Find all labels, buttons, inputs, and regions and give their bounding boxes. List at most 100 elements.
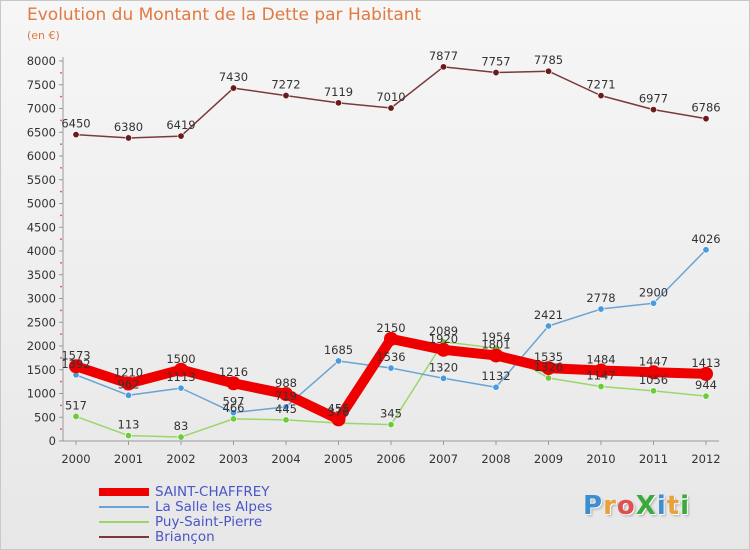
- data-point: [541, 361, 556, 376]
- data-point: [121, 376, 136, 391]
- data-label: 7272: [271, 78, 300, 92]
- y-tick-label: 3000: [27, 292, 56, 306]
- y-tick-label: 0: [49, 434, 56, 448]
- data-label: 1210: [114, 366, 143, 380]
- x-tick-label: 2009: [534, 452, 563, 466]
- data-label: 962: [118, 377, 140, 391]
- data-label: 7877: [429, 49, 458, 63]
- data-label: 455: [328, 401, 350, 415]
- data-label: 7010: [376, 90, 405, 104]
- data-point: [649, 106, 657, 114]
- data-point: [594, 363, 608, 378]
- y-tick-label: 6000: [27, 149, 56, 163]
- data-label: 719: [275, 389, 297, 403]
- data-point: [177, 433, 185, 441]
- x-tick-label: 2002: [166, 452, 195, 466]
- data-label: 6786: [691, 101, 720, 115]
- data-point: [125, 134, 133, 142]
- data-label: 2778: [586, 291, 615, 305]
- x-tick-label: 2011: [639, 452, 668, 466]
- data-point: [174, 362, 188, 377]
- data-point: [226, 376, 241, 391]
- data-label: 2150: [376, 321, 405, 335]
- data-point: [699, 366, 713, 381]
- unit-label: (en €): [27, 29, 60, 42]
- data-point: [331, 412, 346, 427]
- data-label: 1056: [639, 373, 668, 387]
- data-label: 6380: [114, 120, 143, 134]
- data-point: [230, 409, 238, 417]
- data-label: 4026: [691, 232, 720, 246]
- data-label: 445: [275, 402, 297, 416]
- data-point: [544, 374, 552, 382]
- data-point: [544, 322, 552, 330]
- data-label: 83: [174, 419, 189, 433]
- y-minor-tick: [60, 309, 62, 312]
- x-tick-label: 2004: [271, 452, 300, 466]
- y-minor-tick: [60, 214, 62, 217]
- logo-letter: t: [666, 491, 681, 521]
- data-point: [387, 421, 395, 429]
- data-label: 1326: [534, 360, 563, 374]
- data-label: 2900: [639, 285, 668, 299]
- data-point: [387, 364, 395, 372]
- data-label: 1132: [481, 369, 510, 383]
- data-point: [69, 359, 83, 374]
- data-point: [492, 383, 500, 391]
- data-point: [649, 299, 657, 307]
- data-label: 517: [65, 398, 87, 412]
- series-3: [72, 63, 710, 142]
- data-label: 6419: [166, 118, 195, 132]
- data-label: 1535: [534, 350, 563, 364]
- data-label: 1801: [481, 337, 510, 351]
- logo-letter: o: [616, 491, 636, 521]
- data-point: [282, 92, 290, 100]
- data-point: [439, 63, 447, 71]
- y-tick-label: 7000: [27, 102, 56, 116]
- y-minor-tick: [60, 166, 62, 169]
- data-point: [597, 92, 605, 100]
- logo-letter: P: [583, 491, 604, 521]
- data-label: 466: [223, 401, 245, 415]
- data-label: 7271: [586, 78, 615, 92]
- legend-label: La Salle les Alpes: [155, 499, 273, 515]
- data-point: [282, 403, 290, 411]
- data-label: 1536: [376, 350, 405, 364]
- y-tick-label: 7500: [27, 78, 56, 92]
- series-layer: [69, 63, 713, 441]
- y-tick-label: 3500: [27, 268, 56, 282]
- x-tick-label: 2006: [376, 452, 405, 466]
- legend-label: Puy-Saint-Pierre: [155, 514, 263, 530]
- data-point: [384, 331, 398, 346]
- data-label: 345: [380, 407, 402, 421]
- data-label: 113: [118, 418, 140, 432]
- chart-title: Evolution du Montant de la Dette par Hab…: [27, 5, 422, 25]
- data-label: 7785: [534, 53, 563, 67]
- y-tick-label: 1000: [27, 387, 56, 401]
- y-minor-tick: [60, 143, 62, 146]
- legend-swatch: [99, 521, 149, 523]
- y-tick-label: 5500: [27, 173, 56, 187]
- data-label: 1413: [691, 356, 720, 370]
- x-tick-label: 2000: [61, 452, 90, 466]
- logo-letter: i: [656, 491, 667, 521]
- x-tick-label: 2008: [481, 452, 510, 466]
- data-label: 1216: [219, 365, 248, 379]
- y-tick-label: 4500: [27, 220, 56, 234]
- data-label: 1147: [586, 369, 615, 383]
- data-label: 1954: [481, 330, 510, 344]
- data-label: 988: [275, 376, 297, 390]
- data-point: [597, 305, 605, 313]
- data-point: [439, 374, 447, 382]
- data-point: [177, 384, 185, 392]
- data-label: 1500: [166, 352, 195, 366]
- y-minor-tick: [60, 261, 62, 264]
- y-minor-tick: [60, 119, 62, 122]
- legend-swatch: [99, 488, 149, 496]
- data-point: [387, 104, 395, 112]
- legend-label: SAINT-CHAFFREY: [155, 484, 270, 500]
- y-minor-tick: [60, 285, 62, 288]
- y-minor-tick: [60, 333, 62, 336]
- x-tick-label: 2001: [114, 452, 143, 466]
- y-tick-label: 8000: [27, 54, 56, 68]
